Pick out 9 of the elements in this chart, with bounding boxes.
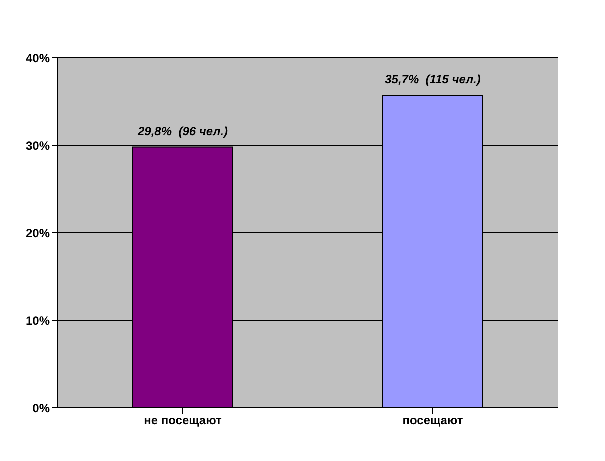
data-label: 29,8% (96 чел.) (137, 124, 228, 138)
x-tick-label: посещают (402, 414, 464, 428)
y-tick-label: 30% (26, 138, 50, 153)
x-tick-label: не посещают (144, 414, 222, 428)
data-label: 35,7% (115 чел.) (385, 72, 481, 87)
y-tick-label: 0% (32, 401, 50, 416)
y-tick-label: 10% (26, 314, 50, 328)
y-tick-label: 40% (26, 51, 50, 66)
y-tick-label: 20% (26, 226, 50, 240)
